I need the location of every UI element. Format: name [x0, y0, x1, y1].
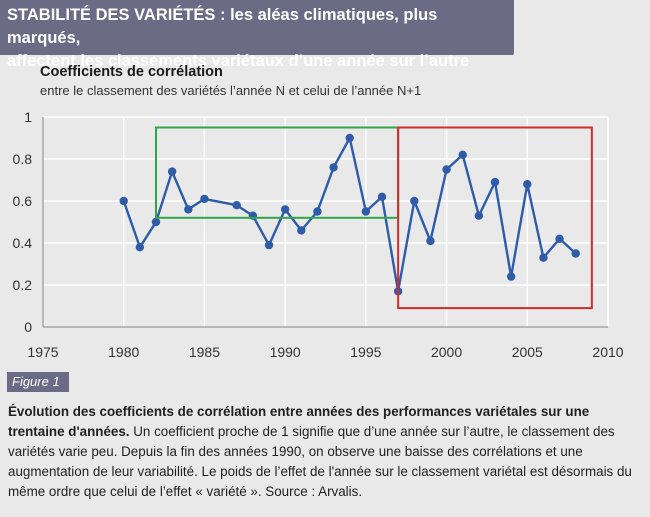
x-tick-label: 1990	[270, 344, 301, 360]
data-point	[361, 207, 371, 216]
y-tick-label: 0.8	[13, 151, 33, 167]
y-tick-label: 0	[24, 319, 32, 335]
header-line-1: STABILITÉ DES VARIÉTÉS : les aléas clima…	[7, 6, 438, 47]
caption-text: Un coefficient proche de 1 signifie que …	[8, 424, 632, 499]
x-tick-label: 1995	[350, 344, 381, 360]
y-tick-label: 0.4	[13, 235, 33, 251]
red-highlight-box	[397, 126, 593, 310]
data-point	[555, 234, 564, 243]
x-tick-label: 1975	[27, 344, 58, 360]
figure-header-banner: STABILITÉ DES VARIÉTÉS : les aléas clima…	[0, 0, 514, 70]
data-point	[313, 207, 322, 216]
data-point	[232, 201, 241, 210]
data-point	[345, 133, 354, 143]
figure-caption: Évolution des coefficients de corrélatio…	[8, 402, 636, 502]
data-point	[410, 196, 419, 206]
data-point	[506, 272, 516, 281]
data-point	[264, 240, 274, 250]
x-tick-label: 1985	[189, 344, 220, 360]
data-point	[280, 205, 290, 214]
data-point	[377, 192, 387, 201]
data-point	[442, 165, 451, 174]
x-tick-label: 2005	[512, 344, 543, 360]
data-point	[523, 180, 532, 189]
chart-subtitle: entre le classement des variétés l’année…	[40, 83, 422, 98]
series-line	[122, 136, 577, 293]
y-tick-label: 0.6	[13, 193, 33, 209]
header-line-2: affectent les classements variétaux d’un…	[7, 52, 470, 70]
plot-area	[43, 117, 608, 327]
data-point	[426, 236, 435, 246]
x-tick-label: 2000	[431, 344, 462, 360]
data-point	[151, 217, 161, 227]
y-tick-label: 0.2	[13, 277, 33, 293]
caption-bold: Évolution des coefficients de corrélatio…	[8, 404, 590, 439]
data-point	[167, 167, 177, 176]
data-point	[200, 194, 209, 204]
data-point	[297, 226, 306, 235]
chart-title: Coefficients de corrélation	[40, 64, 223, 80]
line-chart: 0 0.2 0.4 0.6 0.8 1 1975 1980 1985 1990 1995 2000 20…	[13, 109, 624, 360]
data-point	[119, 196, 128, 206]
x-tick-label: 1980	[108, 344, 139, 360]
data-point	[184, 205, 193, 214]
y-tick-label: 1	[24, 109, 32, 125]
x-tick-label: 2010	[592, 344, 623, 360]
data-point	[474, 211, 484, 220]
data-point	[135, 243, 145, 252]
data-point	[571, 249, 580, 258]
data-point	[539, 253, 548, 262]
data-point	[490, 177, 500, 187]
data-point	[329, 163, 338, 172]
figure-label: Figure 1	[7, 372, 69, 392]
data-point	[458, 150, 467, 159]
